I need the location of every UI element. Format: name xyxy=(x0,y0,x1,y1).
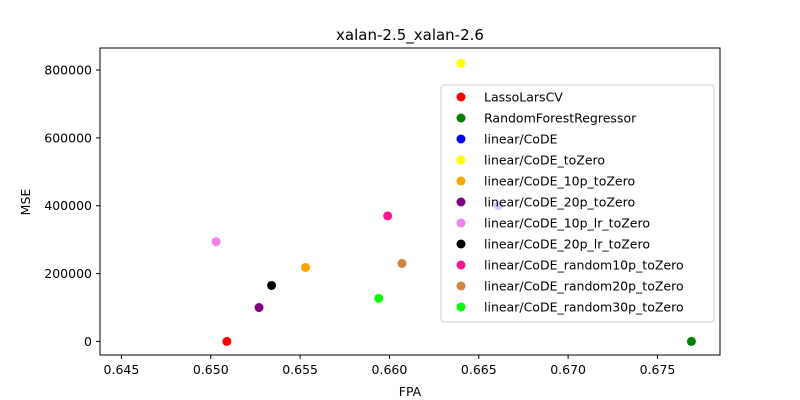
data-point xyxy=(300,262,310,272)
x-axis: 0.645 0.650 0.655 0.660 0.665 0.670 0.675 xyxy=(104,355,676,377)
legend-marker xyxy=(456,155,466,165)
legend-label: linear/CoDE_random30p_toZero xyxy=(484,300,684,315)
x-tick-label: 0.675 xyxy=(640,362,676,377)
y-tick-label: 200000 xyxy=(44,266,92,281)
data-point xyxy=(456,58,466,68)
data-point xyxy=(374,293,384,303)
points-layer xyxy=(211,58,696,346)
legend-marker xyxy=(456,281,466,291)
legend-label: linear/CoDE_random20p_toZero xyxy=(484,279,684,294)
legend-box xyxy=(440,84,715,323)
legend-marker xyxy=(456,92,466,102)
data-point xyxy=(383,211,393,221)
legend-label: linear/CoDE_20p_lr_toZero xyxy=(484,237,650,252)
legend-label: linear/CoDE xyxy=(484,132,558,147)
x-tick-label: 0.655 xyxy=(282,362,318,377)
legend-marker xyxy=(456,218,466,228)
data-point xyxy=(211,237,221,247)
data-point xyxy=(254,303,264,313)
legend-marker xyxy=(456,260,466,270)
legend-marker xyxy=(456,134,466,144)
y-tick-label: 800000 xyxy=(44,63,92,78)
x-tick-label: 0.645 xyxy=(104,362,140,377)
legend-label: linear/CoDE_toZero xyxy=(484,153,605,168)
legend-label: LassoLarsCV xyxy=(484,90,563,105)
y-tick-label: 0 xyxy=(84,334,92,349)
chart-title: xalan-2.5_xalan-2.6 xyxy=(336,26,484,45)
x-tick-label: 0.670 xyxy=(550,362,586,377)
x-tick-label: 0.660 xyxy=(372,362,408,377)
legend: LassoLarsCV RandomForestRegressor linear/C… xyxy=(440,84,715,323)
x-tick-label: 0.650 xyxy=(193,362,229,377)
y-tick-label: 600000 xyxy=(44,130,92,145)
legend-label: RandomForestRegressor xyxy=(484,111,637,126)
y-axis: 0 200000 400000 600000 800000 xyxy=(44,63,100,349)
legend-label: linear/CoDE_10p_lr_toZero xyxy=(484,216,650,231)
data-point xyxy=(686,336,696,346)
legend-label: linear/CoDE_20p_toZero xyxy=(484,195,635,210)
legend-marker xyxy=(456,302,466,312)
y-tick-label: 400000 xyxy=(44,198,92,213)
legend-label: linear/CoDE_10p_toZero xyxy=(484,174,635,189)
plot-frame xyxy=(99,47,721,356)
y-axis-title: MSE xyxy=(18,189,33,216)
data-point xyxy=(222,336,232,346)
data-point xyxy=(267,280,277,290)
x-axis-title: FPA xyxy=(399,384,422,399)
x-tick-label: 0.665 xyxy=(461,362,497,377)
legend-marker xyxy=(456,239,466,249)
legend-marker xyxy=(456,113,466,123)
data-point xyxy=(397,258,407,268)
legend-marker xyxy=(456,197,466,207)
legend-label: linear/CoDE_random10p_toZero xyxy=(484,258,684,273)
legend-marker xyxy=(456,176,466,186)
